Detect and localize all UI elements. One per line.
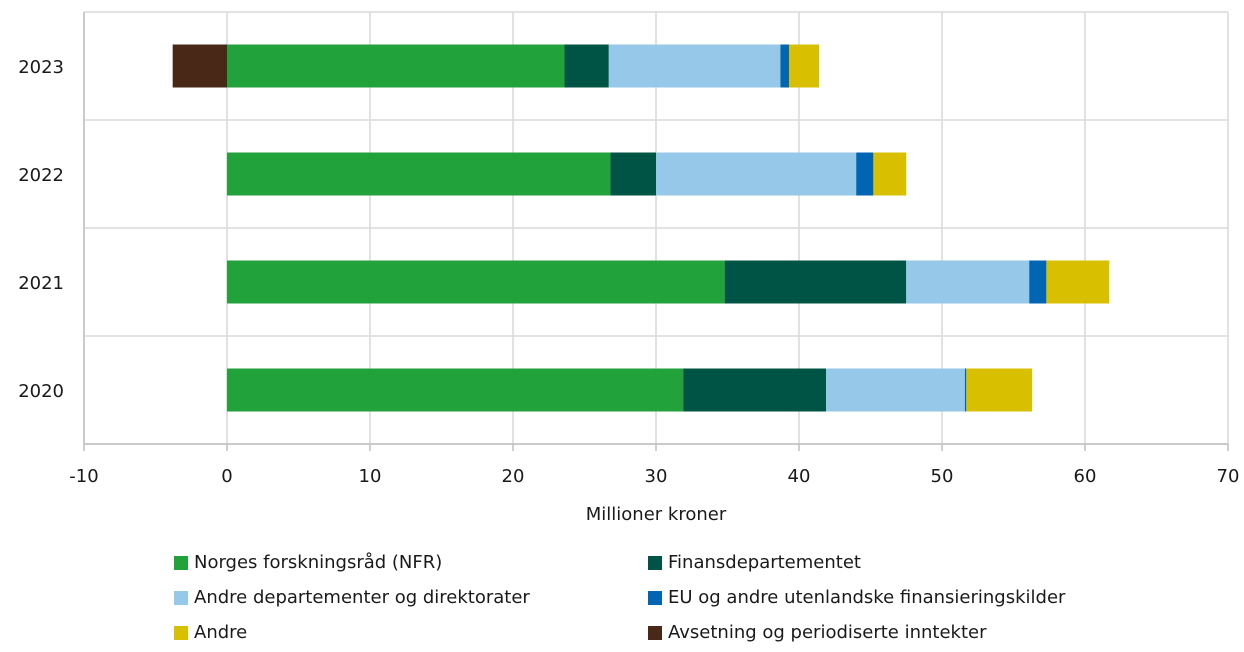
bar-2022-series-3 xyxy=(856,152,874,196)
chart-svg: 2023 2022 2021 2020 -10 0 10 20 30 40 50 60 70 Millio… xyxy=(18,11,1240,525)
bar-2022-series-2 xyxy=(656,152,857,196)
bar-2020-series-4 xyxy=(966,368,1033,412)
legend-label: Andre xyxy=(194,622,248,643)
bar-2023-series-3 xyxy=(780,44,789,88)
bar-2021-series-0 xyxy=(227,260,725,304)
legend-label: Norges forskningsråd (NFR) xyxy=(194,552,443,573)
bar-2022-series-0 xyxy=(227,152,611,196)
bar-2020-series-1 xyxy=(683,368,827,412)
x-tick-label: 50 xyxy=(931,466,954,487)
x-tick-label: 60 xyxy=(1074,466,1097,487)
bar-2023-series-4 xyxy=(788,44,820,88)
bar-2022-series-1 xyxy=(610,152,656,196)
bar-2021-series-4 xyxy=(1046,260,1110,304)
legend-label: Avsetning og periodiserte inntekter xyxy=(668,622,987,643)
x-tick-label: 30 xyxy=(645,466,668,487)
bar-2021-series-2 xyxy=(906,260,1030,304)
legend-label: EU og andre utenlandske finansieringskil… xyxy=(668,587,1066,608)
bar-2020-series-2 xyxy=(826,368,965,412)
bar-2020-series-0 xyxy=(227,368,684,412)
legend-item: Norges forskningsråd (NFR) xyxy=(174,552,442,573)
legend-swatch xyxy=(174,590,188,605)
bar-2023-series-5 xyxy=(172,44,227,88)
x-tick-label: -10 xyxy=(69,466,98,487)
bar-2023-series-1 xyxy=(564,44,609,88)
y-tick-label: 2021 xyxy=(18,273,64,294)
bar-2020-series-3 xyxy=(964,368,967,412)
bar-2023-series-2 xyxy=(608,44,781,88)
bar-2021-series-3 xyxy=(1029,260,1047,304)
bar-2023-series-0 xyxy=(227,44,565,88)
legend-swatch xyxy=(648,625,662,640)
x-tick-label: 10 xyxy=(359,466,382,487)
x-axis-title: Millioner kroner xyxy=(586,504,727,525)
y-tick-label: 2020 xyxy=(18,381,64,402)
legend-item: Avsetning og periodiserte inntekter xyxy=(648,622,987,643)
legend-item: Finansdepartementet xyxy=(648,552,861,573)
legend-swatch xyxy=(174,625,188,640)
x-tick-label: 20 xyxy=(502,466,525,487)
bar-2022-series-4 xyxy=(873,152,907,196)
legend-label: Andre departementer og direktorater xyxy=(194,587,530,608)
legend-item: EU og andre utenlandske finansieringskil… xyxy=(648,587,1065,608)
x-tick-label: 40 xyxy=(788,466,811,487)
y-tick-label: 2023 xyxy=(18,57,64,78)
x-tick-label: 0 xyxy=(221,466,232,487)
legend-label: Finansdepartementet xyxy=(668,552,861,573)
legend-item: Andre xyxy=(174,622,247,643)
bar-2021-series-1 xyxy=(724,260,907,304)
legend-item: Andre departementer og direktorater xyxy=(174,587,530,608)
y-tick-label: 2022 xyxy=(18,165,64,186)
legend-swatch xyxy=(648,555,662,570)
legend-swatch xyxy=(648,590,662,605)
legend-swatch xyxy=(174,555,188,570)
x-tick-label: 70 xyxy=(1217,466,1240,487)
